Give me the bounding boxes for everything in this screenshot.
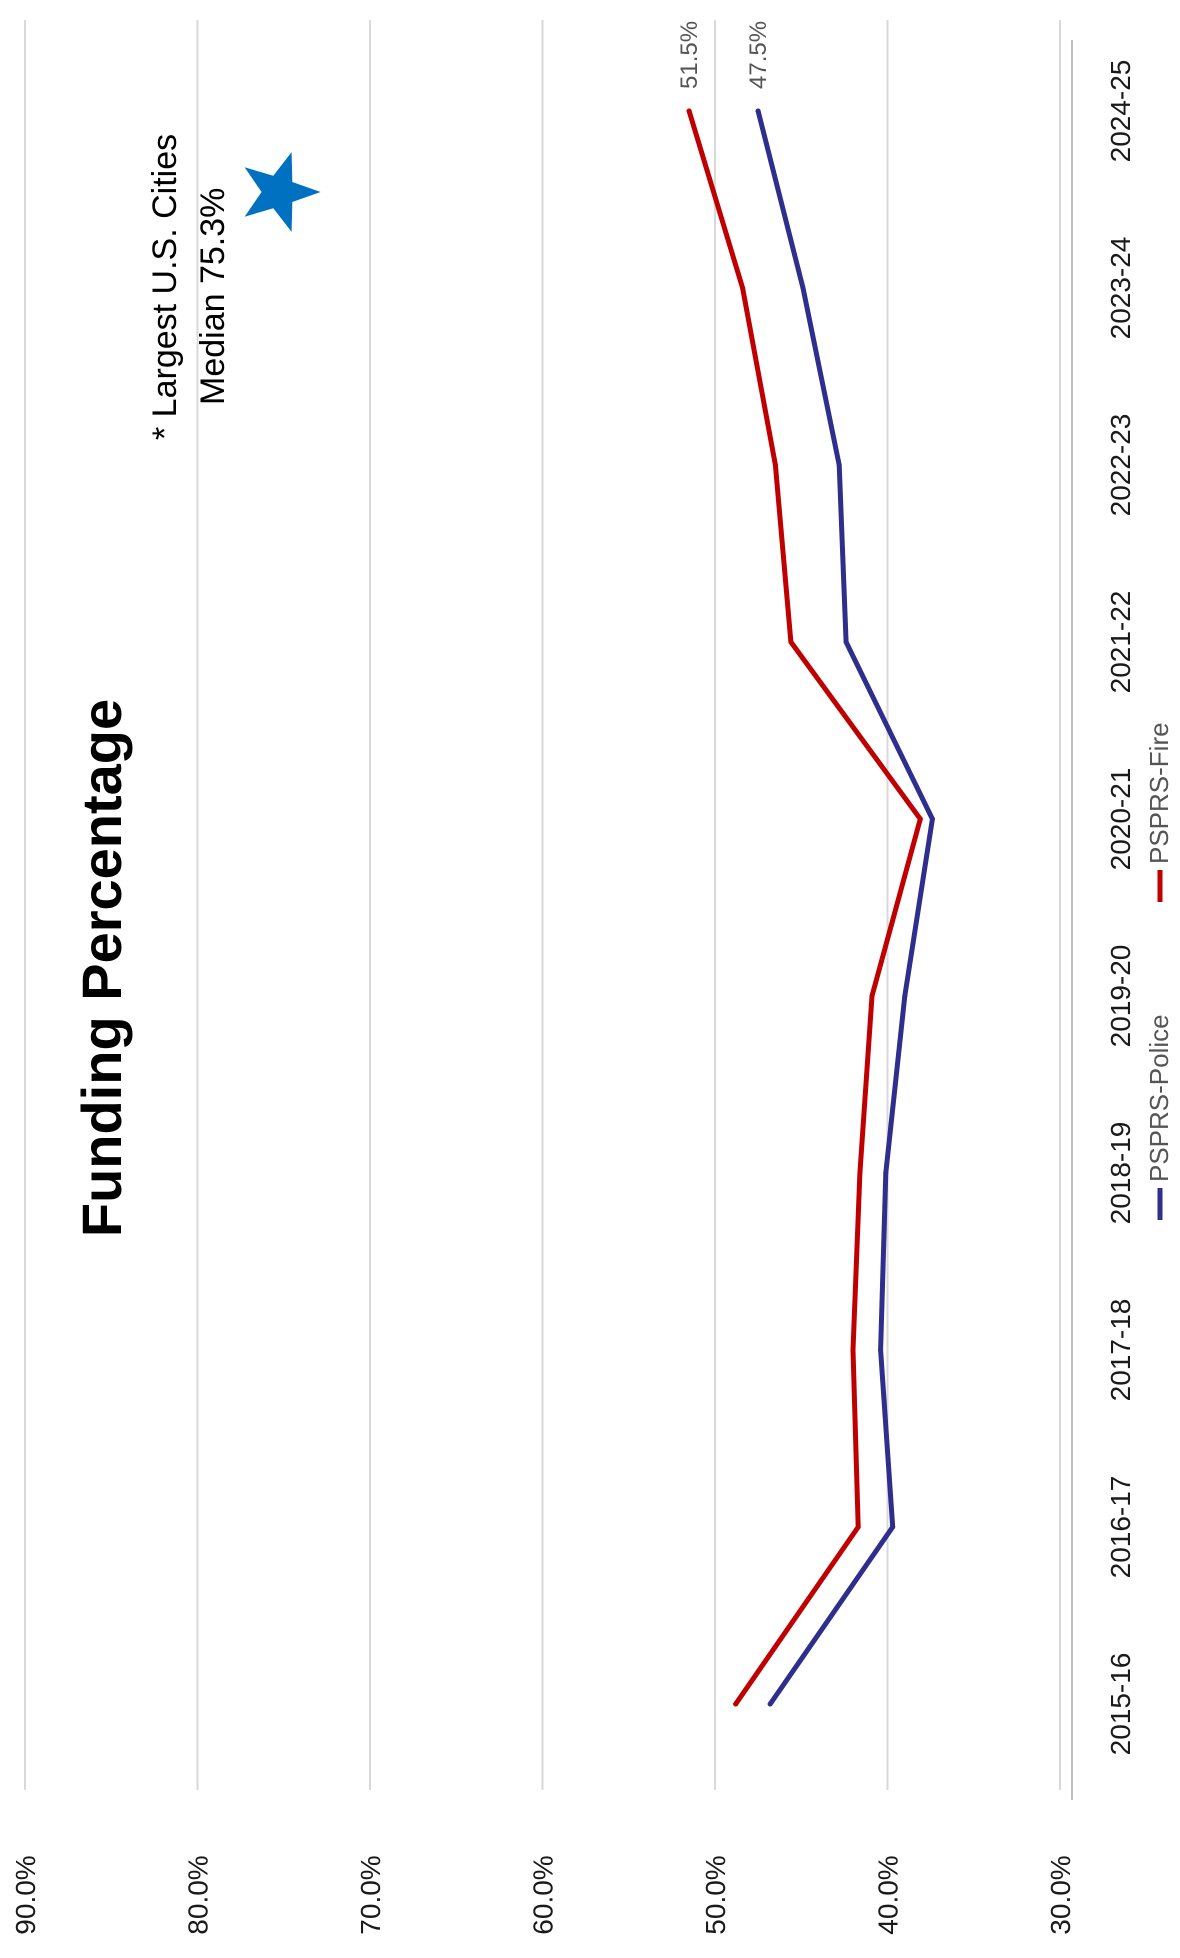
data-point: [917, 816, 923, 822]
data-point: [740, 285, 746, 291]
median-annotation-line2: Median 75.3%: [194, 188, 232, 405]
data-point: [850, 1347, 856, 1353]
data-point: [755, 108, 761, 114]
legend-label-fire: PSPRS-Fire: [1144, 722, 1174, 864]
data-point: [890, 1524, 896, 1530]
legend-label-police: PSPRS-Police: [1144, 1014, 1174, 1182]
x-tick-label: 2024-25: [1105, 60, 1136, 163]
x-tick-label: 2021-22: [1105, 591, 1136, 694]
x-tick-label: 2017-18: [1105, 1299, 1136, 1402]
data-point: [869, 993, 875, 999]
end-value-labels: 47.5% 51.5%: [676, 21, 772, 89]
y-tick-label: 80.0%: [183, 1855, 214, 1934]
data-point: [902, 993, 908, 999]
data-point: [733, 1701, 739, 1707]
data-point: [836, 462, 842, 468]
x-tick-label: 2023-24: [1105, 237, 1136, 340]
y-tick-label: 40.0%: [873, 1855, 904, 1934]
gridlines: [24, 20, 1061, 1790]
y-axis-tick-labels: 30.0% 40.0% 50.0% 60.0% 70.0% 80.0% 90.0%: [10, 1855, 1076, 1934]
data-point: [883, 1170, 889, 1176]
data-point: [788, 639, 794, 645]
x-tick-label: 2015-16: [1105, 1653, 1136, 1756]
y-tick-label: 90.0%: [10, 1855, 41, 1934]
data-point: [878, 1347, 884, 1353]
x-tick-label: 2019-20: [1105, 945, 1136, 1048]
y-tick-label: 70.0%: [355, 1855, 386, 1934]
x-axis-tick-labels: 2015-16 2016-17 2017-18 2018-19 2019-20 2020-…: [1105, 60, 1136, 1756]
data-point: [800, 285, 806, 291]
median-annotation-line1: * Largest U.S. Cities: [146, 134, 184, 440]
series-lines: [686, 108, 935, 1707]
star-icon: [244, 152, 321, 232]
x-tick-label: 2016-17: [1105, 1476, 1136, 1579]
chart-title: Funding Percentage: [70, 699, 133, 1237]
data-point: [772, 462, 778, 468]
data-point: [686, 108, 692, 114]
y-tick-label: 50.0%: [700, 1855, 731, 1934]
y-tick-label: 60.0%: [528, 1855, 559, 1934]
x-tick-label: 2022-23: [1105, 414, 1136, 517]
data-point: [857, 1170, 863, 1176]
series-line-police: [755, 108, 935, 1707]
data-point: [929, 816, 935, 822]
data-point: [855, 1524, 861, 1530]
x-tick-label: 2020-21: [1105, 768, 1136, 871]
end-value-label: 51.5%: [676, 21, 703, 89]
x-tick-label: 2018-19: [1105, 1122, 1136, 1225]
legend: PSPRS-Police PSPRS-Fire: [1144, 722, 1174, 1220]
end-value-label: 47.5%: [745, 21, 772, 89]
series-line-fire: [686, 108, 923, 1707]
y-tick-label: 30.0%: [1045, 1855, 1076, 1934]
data-point: [767, 1701, 773, 1707]
data-point: [843, 639, 849, 645]
